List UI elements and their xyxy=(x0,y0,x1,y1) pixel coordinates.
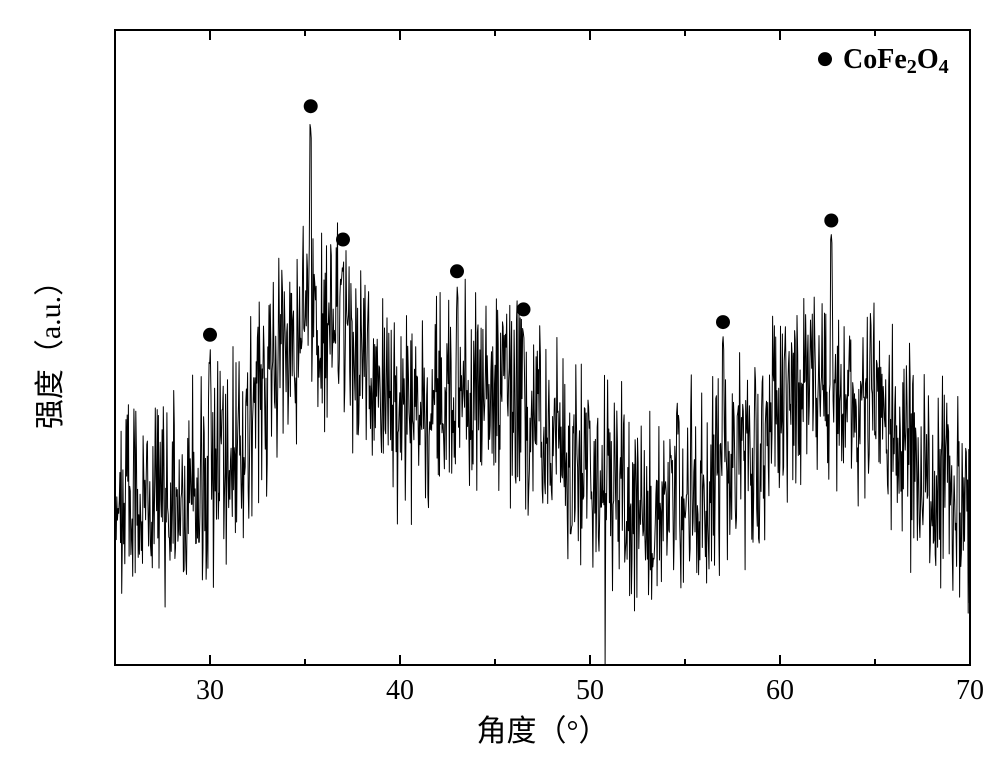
x-tick-label: 70 xyxy=(956,675,984,706)
x-axis-label: 角度（°） xyxy=(477,715,609,748)
peak-marker-dot xyxy=(203,328,217,342)
peak-marker-dot xyxy=(824,214,838,228)
x-tick-label: 40 xyxy=(386,675,414,706)
x-tick-label: 30 xyxy=(196,675,224,706)
peak-marker-dot xyxy=(304,99,318,113)
peak-marker-dot xyxy=(716,315,730,329)
peak-marker-dot xyxy=(336,233,350,247)
peak-marker-dot xyxy=(450,264,464,278)
x-tick-label: 60 xyxy=(766,675,794,706)
legend-marker-dot xyxy=(818,52,832,66)
chart-svg: 30 40 50 60 70 CoFe2O4 角度（°） 强度（a.u.） xyxy=(0,0,1000,758)
xrd-chart: 30 40 50 60 70 CoFe2O4 角度（°） 强度（a.u.） xyxy=(0,0,1000,758)
peak-marker-dot xyxy=(517,302,531,316)
x-tick-label: 50 xyxy=(576,675,604,706)
y-axis-label: 强度（a.u.） xyxy=(34,266,67,429)
legend-label: CoFe2O4 xyxy=(843,44,949,78)
